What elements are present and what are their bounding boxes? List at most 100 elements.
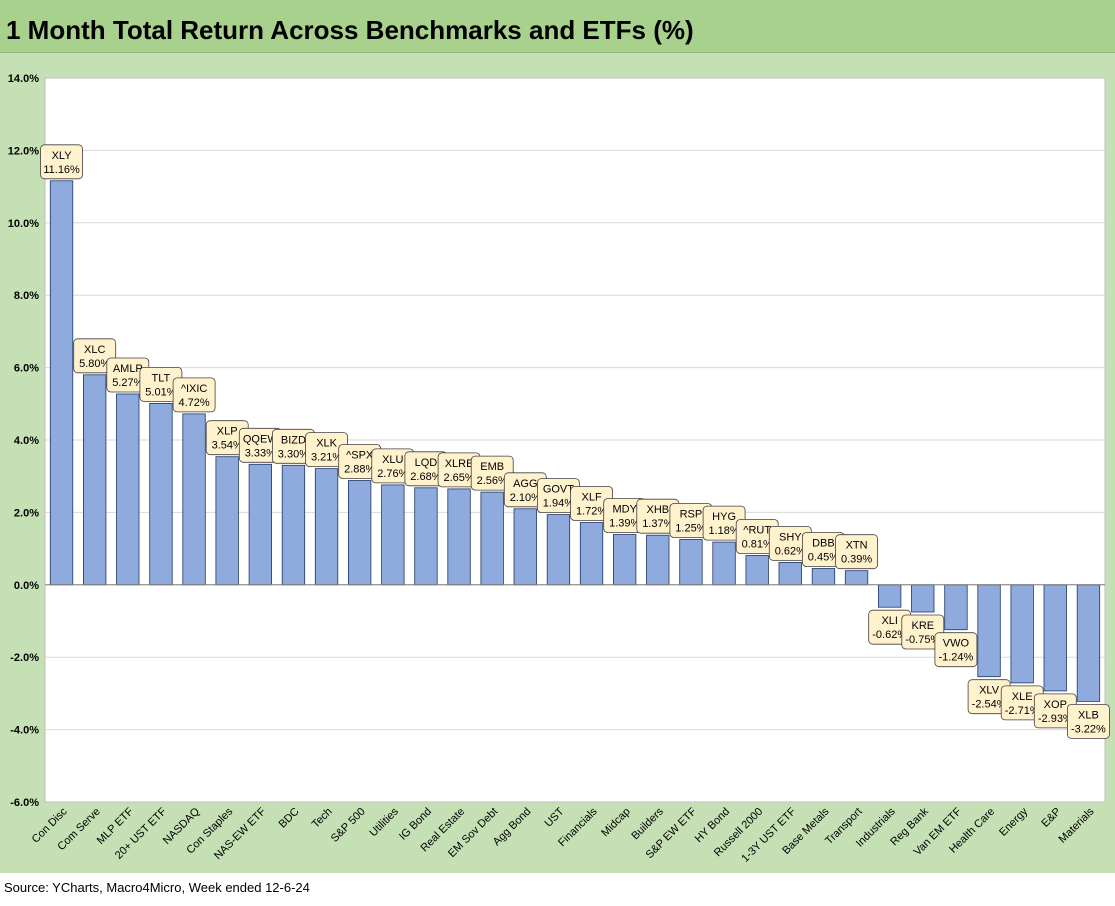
bar <box>778 561 802 586</box>
data-label: XLE -2.71% <box>1000 685 1044 721</box>
data-label-box <box>40 144 83 180</box>
data-label-ticker: XLK <box>316 438 337 450</box>
data-label-value: 3.33% <box>245 447 276 459</box>
data-label-value: 5.27% <box>112 377 143 389</box>
bar <box>712 541 736 586</box>
chart-frame: 14.0% 12.0% 10.0% 8.0% 6.0% 4.0% 2.0% 0.0% -2.0%… <box>0 53 1115 873</box>
data-label-value: -0.62% <box>872 629 907 641</box>
bar <box>878 584 902 608</box>
y-tick-label: 0.0% <box>14 580 39 592</box>
data-label-ticker: AMLP <box>113 363 143 375</box>
data-label-value: -2.54% <box>972 699 1007 711</box>
data-label-ticker: TLT <box>152 372 171 384</box>
data-label-value: 0.45% <box>808 552 839 564</box>
bar <box>546 514 571 586</box>
data-label-ticker: KRE <box>911 620 934 632</box>
data-label: XLP 3.54% <box>205 420 249 456</box>
data-label-value: 4.72% <box>178 397 209 409</box>
data-label-ticker: XLV <box>979 685 1000 697</box>
data-label-value: 1.94% <box>543 498 574 510</box>
data-label-ticker: ^RUT <box>743 525 771 537</box>
y-tick-label: 2.0% <box>14 507 39 519</box>
data-label-ticker: SHY <box>779 531 802 543</box>
data-label: XLI -0.62% <box>868 609 912 645</box>
y-tick-label: -6.0% <box>10 797 39 809</box>
data-label-value: 1.18% <box>708 525 739 537</box>
bar <box>248 463 273 586</box>
data-label-ticker: AGG <box>513 478 537 490</box>
data-label-ticker: ^IXIC <box>181 383 208 395</box>
data-label-value: -0.75% <box>905 634 940 646</box>
data-label: GOVT 1.94% <box>537 478 580 514</box>
bar <box>447 488 471 586</box>
data-label-value: 3.30% <box>278 448 309 460</box>
data-label: XLF 1.72% <box>570 486 613 521</box>
data-label-value: 1.25% <box>675 523 706 535</box>
bar <box>911 584 935 613</box>
data-label-box <box>901 614 945 650</box>
data-label-value: 3.21% <box>311 452 342 464</box>
data-label-value: 2.10% <box>510 492 541 504</box>
data-label: ^SPX 2.88% <box>338 444 382 479</box>
data-label-value: 5.80% <box>79 358 110 370</box>
bar <box>281 464 306 586</box>
x-tick-label: Materials <box>1057 805 1097 845</box>
bar <box>83 374 107 586</box>
data-label: MDY 1.39% <box>603 498 647 533</box>
data-label-ticker: XLE <box>1012 691 1033 703</box>
data-label-ticker: EMB <box>480 461 504 473</box>
data-label: AGG 2.10% <box>503 472 547 508</box>
data-label-value: 2.88% <box>344 464 375 476</box>
data-label-value: 0.81% <box>742 539 773 551</box>
data-label-value: 11.16% <box>43 164 80 176</box>
x-tick-label: S&P 500 <box>329 806 368 845</box>
data-label-value: -2.71% <box>1005 705 1040 717</box>
data-label-ticker: HYG <box>712 511 736 523</box>
bar-chart: 14.0% 12.0% 10.0% 8.0% 6.0% 4.0% 2.0% 0.0% -2.0%… <box>8 73 1110 865</box>
x-tick-label: BDC <box>277 806 302 831</box>
data-label: VWO -1.24% <box>934 632 978 668</box>
data-label-value: -1.24% <box>938 652 973 664</box>
x-tick-label: Midcap <box>599 806 633 840</box>
y-tick-label: -4.0% <box>10 725 39 737</box>
data-label-ticker: XLI <box>881 615 898 627</box>
bar <box>811 568 836 586</box>
x-tick-label: Energy <box>997 805 1030 838</box>
data-label-value: 1.72% <box>576 506 607 518</box>
data-label-value: -3.22% <box>1071 723 1106 735</box>
bar <box>613 534 637 586</box>
data-label-ticker: XOP <box>1044 699 1067 711</box>
data-label-ticker: DBB <box>812 538 835 550</box>
data-label: RSP 1.25% <box>669 503 713 538</box>
data-label-box <box>172 377 216 413</box>
bar <box>1076 584 1101 702</box>
data-label: DBB 0.45% <box>802 532 845 567</box>
data-label-ticker: ^SPX <box>346 450 374 462</box>
page-title: 1 Month Total Return Across Benchmarks a… <box>6 15 694 45</box>
y-tick-label: 14.0% <box>8 73 39 85</box>
x-tick-label: UST <box>543 805 567 829</box>
bar <box>977 584 1001 678</box>
data-label-ticker: XLRE <box>445 458 474 470</box>
data-label-ticker: LQD <box>415 457 438 469</box>
data-label-ticker: GOVT <box>543 484 574 496</box>
x-tick-label: Tech <box>310 806 335 831</box>
data-label-value: -2.93% <box>1038 713 1073 725</box>
data-label-value: 0.39% <box>841 554 872 566</box>
data-label: TLT 5.01% <box>139 366 183 402</box>
data-label: XOP -2.93% <box>1033 693 1077 729</box>
data-label: BIZD 3.30% <box>271 428 315 464</box>
data-label-box <box>1067 704 1110 739</box>
y-tick-label: 6.0% <box>14 363 39 375</box>
data-label: XLC 5.80% <box>73 338 117 374</box>
data-label-ticker: XLP <box>217 426 238 438</box>
data-label: KRE -0.75% <box>901 614 945 650</box>
y-tick-label: -2.0% <box>10 652 39 664</box>
data-label-ticker: XHB <box>646 504 669 516</box>
bar <box>347 480 372 586</box>
data-label: AMLP 5.27% <box>106 357 150 393</box>
data-label-ticker: XLU <box>382 454 403 466</box>
data-label-value: 2.65% <box>443 472 474 484</box>
data-label-ticker: XLC <box>84 344 105 356</box>
data-label: SHY 0.62% <box>768 525 812 561</box>
